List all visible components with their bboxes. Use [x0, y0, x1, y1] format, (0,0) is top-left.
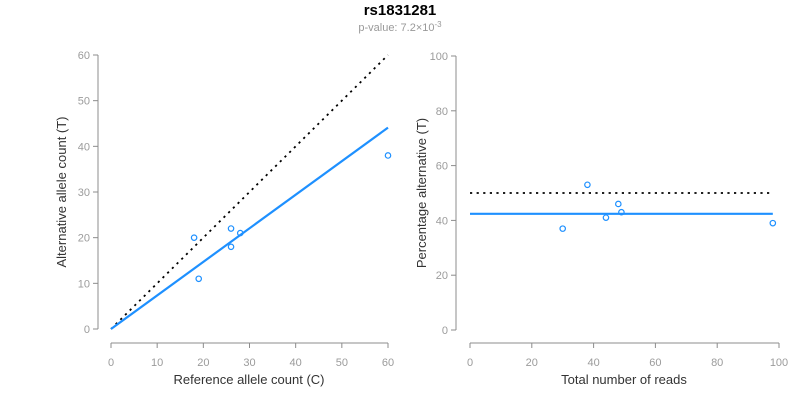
right-y-axis-title: Percentage alternative (T): [414, 118, 429, 268]
p-value-text: p-value: 7.2×10: [358, 22, 435, 34]
y-tick-label: 20: [436, 270, 448, 282]
data-point: [615, 200, 622, 208]
data-point: [559, 225, 567, 232]
y-tick-label: 80: [436, 106, 448, 118]
x-tick-label: 50: [336, 357, 348, 369]
x-tick-label: 10: [151, 357, 163, 369]
y-tick-label: 60: [436, 161, 448, 173]
x-tick-label: 0: [108, 357, 114, 369]
y-tick-label: 60: [78, 50, 90, 62]
data-point: [602, 214, 610, 221]
data-point: [227, 243, 235, 251]
y-tick-label: 100: [430, 51, 448, 63]
x-tick-label: 100: [770, 357, 788, 369]
x-tick-label: 20: [197, 357, 209, 369]
data-point: [769, 219, 777, 227]
x-tick-label: 40: [587, 357, 599, 369]
y-tick-label: 40: [78, 141, 90, 153]
data-point: [618, 208, 625, 216]
identity-dotted-line: [110, 54, 389, 330]
p-value-subtitle: p-value: 7.2×10-3: [0, 20, 800, 34]
p-value-exponent: -3: [434, 20, 442, 29]
data-point: [195, 275, 203, 283]
y-tick-label: 10: [78, 278, 90, 290]
left-x-axis-title: Reference allele count (C): [173, 372, 324, 387]
data-point: [584, 181, 591, 189]
x-tick-label: 60: [382, 357, 394, 369]
data-point: [384, 152, 392, 159]
right-x-axis-title: Total number of reads: [561, 372, 687, 387]
y-tick-label: 0: [442, 325, 448, 337]
y-tick-label: 40: [436, 215, 448, 227]
data-point: [227, 225, 235, 232]
x-tick-label: 20: [526, 357, 538, 369]
fit-line: [110, 126, 389, 330]
x-tick-label: 80: [711, 357, 723, 369]
allele-count-scatter-panel: 0 10 20 30 40 50 60 0 10 20 30 40 50 60: [78, 50, 394, 369]
percentage-scatter-panel: 0 20 40 60 80 100 0 20 40 60 80 100: [430, 51, 789, 369]
y-tick-label: 0: [84, 324, 90, 336]
x-tick-label: 30: [243, 357, 255, 369]
data-point: [236, 229, 244, 237]
data-point: [190, 234, 198, 241]
y-tick-label: 20: [78, 233, 90, 245]
snp-title: rs1831281: [363, 2, 437, 19]
y-tick-label: 30: [78, 187, 90, 199]
x-tick-label: 0: [467, 357, 473, 369]
x-tick-label: 40: [290, 357, 302, 369]
x-tick-label: 60: [649, 357, 661, 369]
y-tick-label: 50: [78, 96, 90, 108]
left-y-axis-title: Alternative allele count (T): [54, 116, 69, 267]
